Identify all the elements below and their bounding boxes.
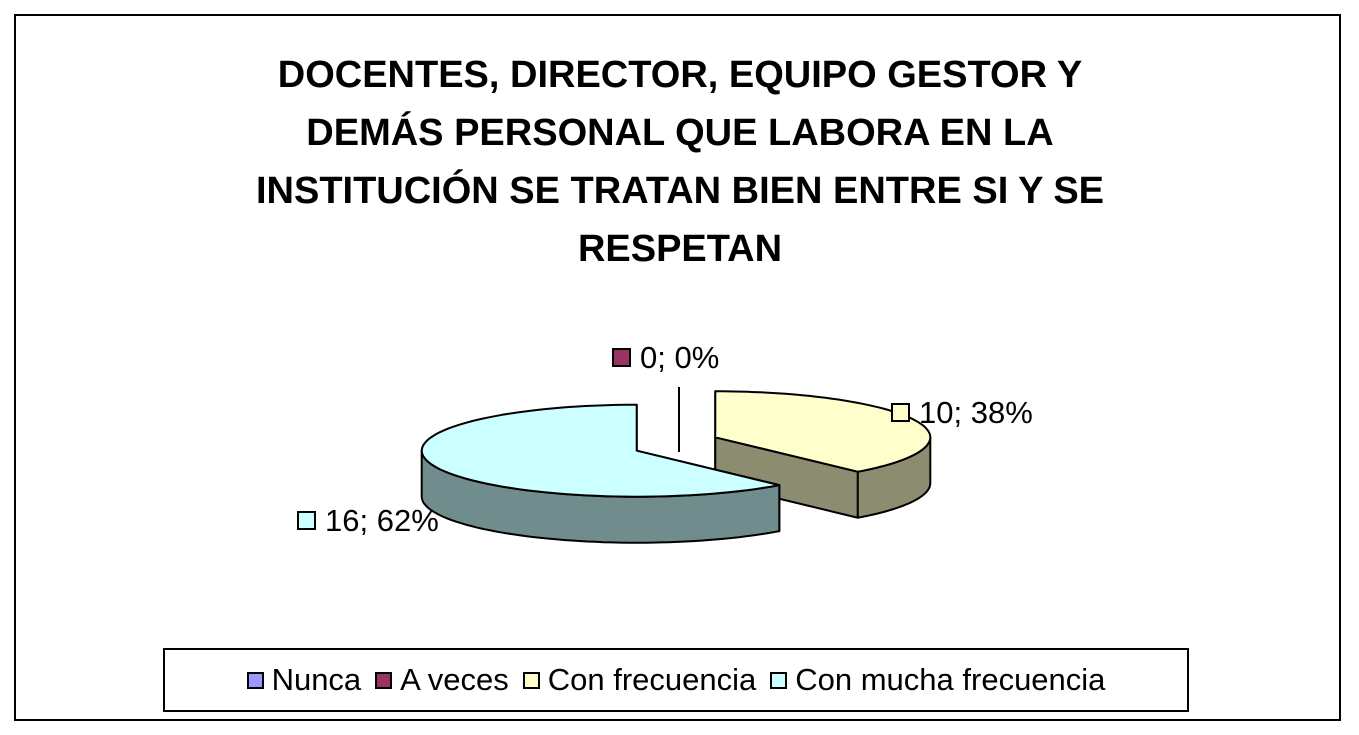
data-label-text: 10; 38% xyxy=(919,395,1033,430)
legend-swatch-con-mucha-frecuencia xyxy=(770,671,788,689)
data-label-swatch xyxy=(891,403,910,422)
legend-swatch-nunca xyxy=(246,671,264,689)
data-label: 0; 0% xyxy=(612,340,719,375)
title-line: DOCENTES, DIRECTOR, EQUIPO GESTOR Y xyxy=(277,54,1083,96)
data-label: 16; 62% xyxy=(297,503,439,538)
legend-item: Con mucha frecuencia xyxy=(770,662,1105,698)
legend-swatch-con-frecuencia xyxy=(522,671,540,689)
pie-slice-con-frecuencia xyxy=(714,390,932,473)
legend-item: A veces xyxy=(375,662,509,698)
pie-tops xyxy=(420,390,932,498)
data-label: 10; 38% xyxy=(891,395,1033,430)
legend-item: Nunca xyxy=(246,662,362,698)
title-line: RESPETAN xyxy=(577,228,783,270)
legend-swatch-a-veces xyxy=(375,671,393,689)
legend-label: Con mucha frecuencia xyxy=(795,662,1106,697)
legend-label: A veces xyxy=(400,662,509,697)
chart-title: DOCENTES, DIRECTOR, EQUIPO GESTOR Y DEMÁ… xyxy=(20,46,1340,278)
data-label-text: 16; 62% xyxy=(325,503,439,538)
legend: Nunca A veces Con frecuencia Con mucha f… xyxy=(163,648,1189,712)
chart-area xyxy=(14,14,1341,721)
pie-slice-con-mucha-frecuencia xyxy=(420,403,781,498)
title-line: INSTITUCIÓN SE TRATAN BIEN ENTRE SI Y SE xyxy=(255,170,1105,212)
data-labels: 0; 0% 10; 38% 16; 62% xyxy=(297,340,1033,538)
data-label-swatch xyxy=(612,348,631,367)
data-label-text: 0; 0% xyxy=(640,340,719,375)
data-label-swatch xyxy=(297,511,316,530)
legend-label: Nunca xyxy=(271,662,362,697)
legend-item: Con frecuencia xyxy=(522,662,757,698)
title-line: DEMÁS PERSONAL QUE LABORA EN LA xyxy=(306,112,1054,154)
legend-label: Con frecuencia xyxy=(547,662,757,697)
